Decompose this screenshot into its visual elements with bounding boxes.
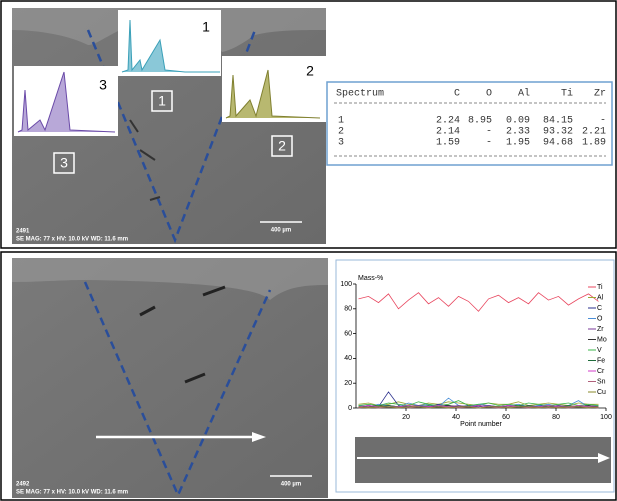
y-tick-label: 20: [344, 380, 352, 387]
legend-label: Sn: [597, 378, 606, 385]
legend-label: Mo: [597, 336, 607, 343]
figure: 1 2 3 1 2 3 2491 SE MAG: 77 x HV: 10.0 k…: [0, 0, 617, 501]
y-axis-label: Mass-%: [358, 275, 383, 282]
x-axis-label: Point number: [460, 421, 502, 428]
table-cell: 2.21: [582, 127, 606, 138]
inset-label: 3: [99, 77, 107, 93]
y-tick-label: 100: [340, 281, 352, 288]
sem-image: [12, 258, 328, 498]
table-cell: -: [486, 127, 492, 138]
legend-label: C: [597, 305, 602, 312]
table-cell: 93.32: [543, 127, 573, 138]
area-label: 3: [60, 155, 68, 171]
legend-label: Al: [597, 294, 604, 301]
table-cell: -: [486, 138, 492, 149]
table-header: C: [454, 89, 460, 100]
x-tick-label: 100: [600, 414, 612, 421]
table-cell: 1: [338, 116, 344, 127]
legend-label: Cr: [597, 368, 605, 375]
table-cell: 2.24: [436, 116, 460, 127]
legend-label: O: [597, 315, 603, 322]
sample-id: 2491: [16, 229, 30, 235]
table-cell: 2.14: [436, 127, 460, 138]
legend-label: Fe: [597, 357, 605, 364]
table-header: Spectrum: [336, 89, 384, 100]
table-cell: 3: [338, 138, 344, 149]
scale-label: 400 µm: [281, 482, 301, 488]
inset-label: 1: [202, 19, 210, 35]
x-tick-label: 40: [452, 414, 460, 421]
table-cell: 8.95: [468, 116, 492, 127]
table-header: O: [486, 89, 492, 100]
legend-label: Cu: [597, 389, 606, 396]
legend-label: V: [597, 347, 602, 354]
area-label: 2: [278, 138, 286, 154]
table-cell: 84.15: [543, 116, 573, 127]
table-cell: 2.33: [506, 127, 530, 138]
x-tick-label: 80: [552, 414, 560, 421]
legend-label: Zr: [597, 326, 604, 333]
legend-label: Ti: [597, 284, 603, 291]
scale-label: 400 µm: [271, 228, 291, 234]
sample-id: 2492: [16, 482, 30, 488]
table-cell: 1.95: [506, 138, 530, 149]
table-cell: 94.68: [543, 138, 573, 149]
x-tick-label: 20: [402, 414, 410, 421]
table-header: Ti: [561, 88, 573, 100]
x-tick-label: 60: [502, 414, 510, 421]
y-tick-label: 40: [344, 355, 352, 362]
y-tick-label: 60: [344, 330, 352, 337]
table-cell: 0.09: [506, 116, 530, 127]
inset-label: 2: [306, 63, 314, 79]
table-cell: 1.89: [582, 138, 606, 149]
table-header: Al: [518, 88, 530, 100]
image-info: SE MAG: 77 x HV: 10.0 kV WD: 11.6 mm: [16, 490, 128, 496]
table-cell: -: [600, 116, 606, 127]
scan-strip: [355, 437, 611, 483]
image-info: SE MAG: 77 x HV: 10.0 kV WD: 11.6 mm: [16, 237, 128, 243]
y-tick-label: 0: [348, 405, 352, 412]
area-label: 1: [158, 93, 166, 109]
table-cell: 2: [338, 127, 344, 138]
table-header: Zr: [594, 89, 606, 100]
table-cell: 1.59: [436, 138, 460, 149]
y-tick-label: 80: [344, 306, 352, 313]
